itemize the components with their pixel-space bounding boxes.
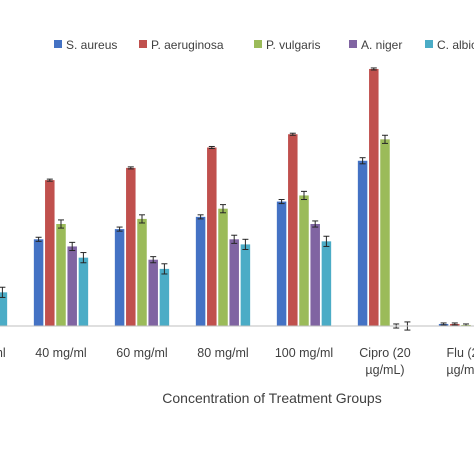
legend-item: A. niger <box>349 38 402 52</box>
legend-item: C. albicans <box>425 38 474 52</box>
bar <box>45 180 55 326</box>
bar <box>114 229 125 326</box>
error-bar <box>323 235 330 247</box>
legend-swatch <box>425 40 433 48</box>
legend: S. aureus P. aeruginosa P. vulgaris A. nige… <box>54 38 474 52</box>
legend-swatch <box>54 40 62 48</box>
bar <box>369 68 379 327</box>
error-bar <box>301 190 307 201</box>
bar <box>159 268 170 326</box>
x-tick-label: 40 mg/ml <box>35 346 86 360</box>
legend-swatch <box>349 40 357 48</box>
error-bar <box>312 220 319 228</box>
bar <box>380 139 390 326</box>
bar <box>126 167 136 326</box>
error-bar <box>69 241 76 252</box>
bar <box>276 201 287 326</box>
bar <box>195 216 206 326</box>
error-bar <box>278 199 285 205</box>
bar <box>0 292 8 326</box>
error-bar <box>197 214 204 220</box>
x-tick-label: 60 mg/ml <box>116 346 167 360</box>
legend-label: P. aeruginosa <box>151 38 224 52</box>
error-bar <box>242 238 249 250</box>
error-bar <box>208 145 215 150</box>
bar <box>299 195 309 326</box>
error-bar <box>161 263 168 275</box>
legend-item: P. vulgaris <box>254 38 320 52</box>
x-axis-title: Concentration of Treatment Groups <box>162 390 381 406</box>
legend-label: A. niger <box>361 38 402 52</box>
error-bar <box>116 226 123 232</box>
x-tick-labels: 20 mg/ml 40 mg/ml 60 mg/ml 80 mg/ml 100 mg/m… <box>0 346 474 377</box>
bar <box>148 259 158 326</box>
bar <box>218 208 228 326</box>
error-bar <box>46 178 53 182</box>
bar <box>321 241 332 326</box>
error-bar <box>220 204 226 214</box>
error-bar <box>370 67 377 71</box>
error-bar <box>382 134 388 144</box>
legend-swatch <box>254 40 262 48</box>
error-bar <box>451 322 458 326</box>
error-bar <box>35 236 42 242</box>
bar <box>229 239 239 326</box>
legend-label: P. vulgaris <box>266 38 320 52</box>
error-bar <box>440 322 447 326</box>
bar <box>137 218 147 326</box>
error-bar <box>139 214 145 224</box>
x-tick-label: 100 mg/ml <box>275 346 333 360</box>
legend-item: S. aureus <box>54 38 117 52</box>
bar <box>207 147 217 326</box>
error-bar <box>58 219 64 229</box>
legend-item: P. aeruginosa <box>139 38 224 52</box>
x-tick-label: 20 mg/ml <box>0 346 6 360</box>
error-bar <box>289 132 296 136</box>
error-bar <box>150 256 157 264</box>
legend-swatch <box>139 40 147 48</box>
bar <box>357 160 368 326</box>
bar <box>78 257 89 326</box>
bar <box>240 244 251 326</box>
legend-label: C. albicans <box>437 38 474 52</box>
bar <box>33 239 44 326</box>
x-tick-label: Cipro (20 µg/mL) <box>359 346 410 377</box>
bar <box>67 246 77 326</box>
error-bars-layer <box>0 67 469 331</box>
bar <box>288 134 298 326</box>
bar <box>310 224 320 326</box>
legend-label: S. aureus <box>66 38 117 52</box>
error-bar <box>359 157 366 165</box>
error-bar <box>0 286 6 298</box>
error-bar <box>231 234 238 244</box>
bar <box>56 224 66 326</box>
error-bar <box>80 252 87 264</box>
error-bar <box>127 166 134 170</box>
x-tick-label: 80 mg/ml <box>197 346 248 360</box>
bars-layer <box>0 68 471 327</box>
